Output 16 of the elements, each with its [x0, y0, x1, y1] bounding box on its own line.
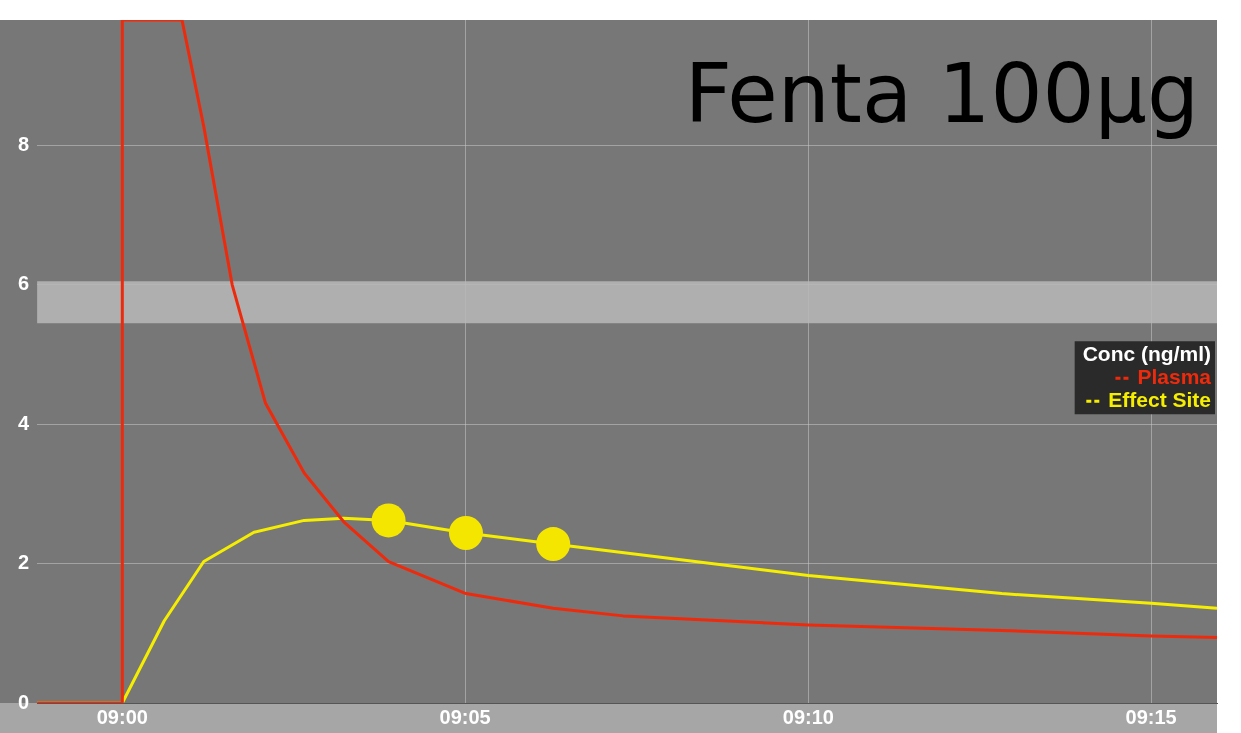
y-tick-label: 4	[18, 411, 30, 434]
legend-title: Conc (ng/ml)	[1082, 341, 1211, 365]
x-tick-label: 09:15	[1125, 705, 1177, 728]
chart-title: Fenta 100μg	[684, 46, 1199, 141]
point	[536, 527, 571, 562]
y-tick-label: 6	[18, 272, 30, 295]
y-tick-label: 8	[18, 132, 30, 155]
legend-label: Effect Site	[1108, 387, 1211, 411]
y-tick-label: 0	[18, 690, 30, 713]
point	[371, 503, 406, 538]
legend-label: Plasma	[1137, 364, 1212, 388]
point	[448, 515, 483, 550]
y-tick-label: 2	[18, 551, 30, 574]
x-tick-label: 09:10	[782, 705, 834, 728]
x-tick-label: 09:00	[96, 705, 148, 728]
x-tick-label: 09:05	[439, 705, 491, 728]
